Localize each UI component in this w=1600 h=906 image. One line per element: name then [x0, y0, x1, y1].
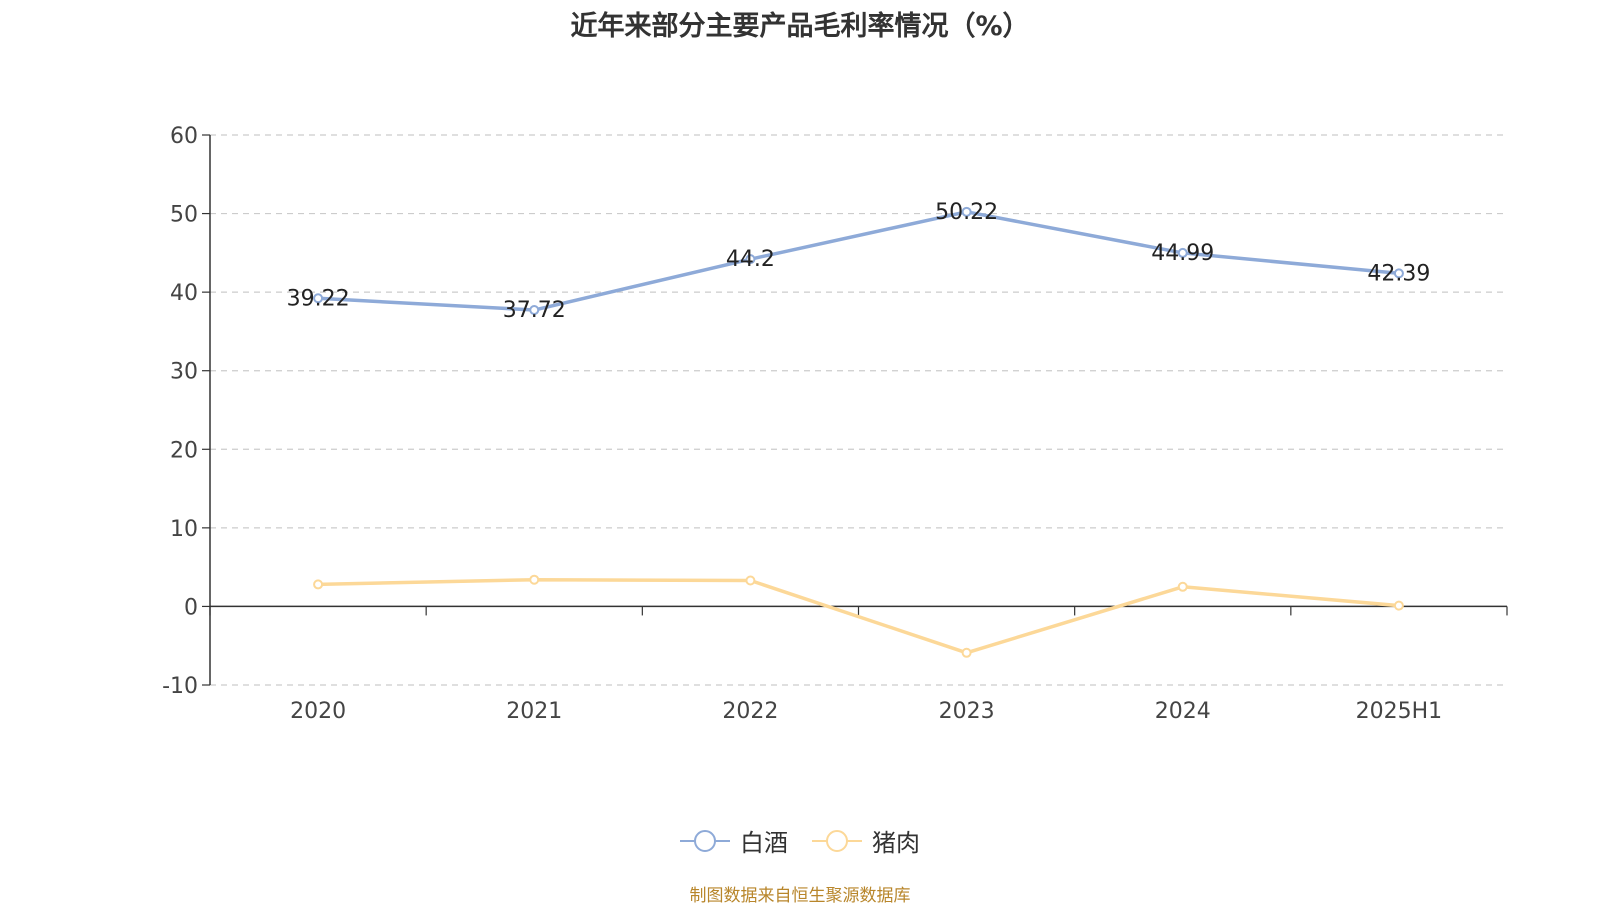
legend-swatch-circle: [826, 829, 848, 852]
data-labels: 39.22 37.72 44.2 50.22 44.99 42.39: [287, 200, 1431, 323]
data-point: [529, 574, 540, 585]
series: [313, 206, 1404, 658]
legend-swatch-circle: [694, 829, 716, 852]
data-point: [313, 579, 324, 590]
data-label: 50.22: [935, 200, 998, 225]
source-note: 制图数据来自恒生聚源数据库: [689, 886, 911, 906]
x-tick-label: 2022: [722, 699, 778, 724]
data-point: [529, 305, 540, 316]
y-tick-label: 20: [170, 438, 198, 463]
y-tick-label: 0: [184, 595, 198, 620]
data-point: [1393, 268, 1404, 279]
data-label: 42.39: [1367, 261, 1430, 286]
data-point: [745, 254, 756, 265]
series-line: [317, 210, 1400, 312]
data-label: 44.99: [1151, 241, 1214, 266]
data-label: 44.2: [726, 247, 775, 272]
legend-swatch-icon: [680, 829, 730, 852]
x-tick-label: 2020: [290, 699, 346, 724]
legend-item[interactable]: 白酒: [680, 823, 788, 858]
gridlines: [210, 134, 1507, 686]
data-point: [745, 575, 756, 586]
x-tick-label: 2021: [506, 699, 562, 724]
data-point: [961, 206, 972, 217]
y-tick-label: 40: [170, 281, 198, 306]
x-tick-label: 2024: [1155, 699, 1211, 724]
x-tick-label: 2023: [939, 699, 995, 724]
y-tick-label: 10: [170, 517, 198, 542]
chart-title: 近年来部分主要产品毛利率情况（%）: [570, 11, 1030, 42]
data-point: [1177, 581, 1188, 592]
data-label: 37.72: [503, 298, 566, 323]
y-tick-label: 30: [170, 360, 198, 385]
series-line: [318, 577, 1400, 655]
y-tick-label: 60: [170, 124, 198, 149]
data-point: [961, 647, 972, 658]
legend-swatch-icon: [812, 829, 862, 852]
y-tick-label: 50: [170, 203, 198, 228]
axes: 60 50 40 30 20 10 0 -10 2020 2021 2022 2023 2024 2025…: [162, 124, 1508, 724]
legend-label: 猪肉: [872, 829, 920, 857]
data-point: [1393, 600, 1404, 611]
data-point: [313, 293, 324, 304]
data-point: [1177, 247, 1188, 258]
legend-item[interactable]: 猪肉: [812, 823, 920, 858]
data-label: 39.22: [287, 286, 350, 311]
y-tick-label: -10: [162, 674, 198, 699]
legend-label: 白酒: [740, 829, 788, 857]
legend: 白酒 猪肉: [0, 823, 1600, 858]
x-tick-label: 2025H1: [1356, 699, 1443, 724]
